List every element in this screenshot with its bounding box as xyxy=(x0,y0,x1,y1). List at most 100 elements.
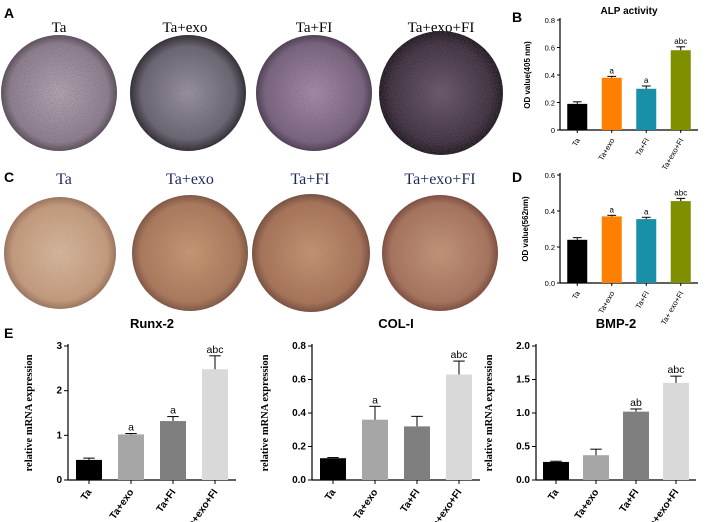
well-c-ta-fi-texture xyxy=(252,194,370,312)
well-c-ta-texture xyxy=(4,197,116,309)
well-label-a-ta: Ta xyxy=(52,20,67,36)
well-a-ta-fi-texture xyxy=(256,35,372,151)
chart-b-xtick-label: Ta+FI xyxy=(634,137,651,158)
chart-b-ylabel: OD value(405 nm) xyxy=(523,41,532,109)
chart-e2-xtick-label: Ta+FI xyxy=(399,487,423,515)
well-label-c-ta-exo: Ta+exo xyxy=(166,171,214,188)
chart-e2-xtick-label: Ta xyxy=(323,487,339,503)
chart-e1-annotation: a xyxy=(128,422,134,434)
chart-e3-bar xyxy=(543,461,569,480)
chart-e3-bar xyxy=(623,411,649,480)
well-label-a-ta-exo-fi: Ta+exo+FI xyxy=(408,20,475,36)
chart-b-xtick-label: Ta+exo+FI xyxy=(660,137,686,172)
chart-e1-annotation: a xyxy=(170,405,176,417)
panel-c-wells: Ta Ta+exo Ta+FI Ta+exo+FI xyxy=(4,171,498,312)
well-a-ta-exo-fi-texture xyxy=(379,31,503,155)
chart-e2-ylabel: relative mRNA expression xyxy=(260,354,271,471)
chart-b-xtick-label: Ta xyxy=(570,136,582,148)
chart-e1-ytick-label: 0 xyxy=(56,475,62,486)
chart-d-ytick-label: 0.0 xyxy=(545,279,555,288)
well-label-c-ta-exo-fi: Ta+exo+FI xyxy=(404,171,475,188)
chart-e1-xtick-label: Ta xyxy=(79,487,95,503)
chart-e3-xtick-label: Ta+exo+FI xyxy=(644,487,681,522)
chart-e3-ytick-label: 0.5 xyxy=(516,442,530,453)
well-a-ta-texture xyxy=(1,35,117,151)
chart-e2-title: COL-I xyxy=(378,316,413,331)
chart-e2-ytick-label: 0.0 xyxy=(292,475,306,486)
chart-e2-bar xyxy=(404,426,430,480)
chart-e3-ytick-label: 0.0 xyxy=(516,475,530,486)
chart-b-bar xyxy=(567,103,588,130)
chart-b-bar xyxy=(636,88,657,130)
chart-d-annotation: a xyxy=(644,207,649,216)
well-label-c-ta: Ta xyxy=(56,171,72,188)
well-a-ta-exo-texture xyxy=(130,35,246,151)
chart-b-xtick-label: Ta+exo xyxy=(596,137,616,163)
chart-b-ytick-label: 0.8 xyxy=(545,16,555,25)
chart-e-col1: COL-I relative mRNA expression 0.0 0.2 0.4 0.… xyxy=(260,316,480,522)
chart-e2-xtick-label: Ta+exo xyxy=(352,487,381,521)
chart-d-annotation: a xyxy=(610,205,615,214)
chart-e3-ytick-label: 2.0 xyxy=(516,341,530,352)
chart-b-alp-activity: ALP activity OD value(405 nm) 0 0.2 0.4 0.6 0.… xyxy=(523,6,698,172)
chart-e2-bar xyxy=(362,419,388,480)
chart-b-ytick-label: 0.4 xyxy=(545,71,555,80)
chart-e2-annotation: abc xyxy=(451,349,468,361)
chart-d-bar xyxy=(567,239,588,283)
chart-e1-bar xyxy=(76,459,102,480)
chart-e3-annotation: abc xyxy=(668,364,685,376)
chart-e1-ytick-label: 2 xyxy=(56,386,62,397)
chart-e3-bar xyxy=(663,382,689,480)
chart-e1-bar xyxy=(202,369,228,480)
chart-e3-ylabel: relative mRNA expression xyxy=(484,354,495,471)
chart-e-bmp2: BMP-2 relative mRNA expression 0.0 0.5 1.0 1.… xyxy=(484,316,696,522)
chart-d-annotation: abc xyxy=(674,188,687,197)
chart-e2-annotation: a xyxy=(372,394,378,406)
chart-e3-xtick-label: Ta+exo xyxy=(573,487,602,521)
chart-b-bar xyxy=(601,77,622,130)
chart-d-xtick-label: Ta+exo xyxy=(596,290,616,316)
chart-b-annotation: a xyxy=(644,76,649,85)
chart-e1-ylabel: relative mRNA expression xyxy=(24,354,35,471)
chart-e3-title: BMP-2 xyxy=(596,316,636,331)
chart-d-xtick-label: Ta+ exo+FI xyxy=(659,290,686,327)
panel-a-wells: Ta Ta+exo Ta+FI Ta+exo+FI xyxy=(1,20,503,155)
chart-e1-title: Runx-2 xyxy=(130,316,174,331)
chart-e1-bar xyxy=(118,434,144,480)
chart-b-ytick-label: 0.6 xyxy=(545,44,555,53)
chart-e1-ytick-label: 1 xyxy=(56,430,62,441)
chart-e2-xtick-label: Ta+exo+FI xyxy=(427,487,464,522)
panel-letter-e: E xyxy=(4,325,13,341)
chart-d-ytick-label: 0.6 xyxy=(545,171,555,180)
chart-e3-annotation: ab xyxy=(630,397,642,409)
chart-e2-bar xyxy=(320,458,346,480)
chart-e1-bar xyxy=(160,421,186,480)
well-label-c-ta-fi: Ta+FI xyxy=(290,171,329,188)
chart-e3-ytick-label: 1.0 xyxy=(516,408,530,419)
well-c-ta-exo-texture xyxy=(132,195,248,311)
panel-letter-a: A xyxy=(4,5,14,21)
panel-letter-d: D xyxy=(512,169,522,185)
chart-d-xtick-label: Ta xyxy=(570,289,582,301)
chart-e1-xtick-label: Ta+exo xyxy=(108,487,137,521)
chart-e1-annotation: abc xyxy=(207,344,224,356)
panel-letter-c: C xyxy=(4,169,14,185)
chart-d-ytick-label: 0.4 xyxy=(545,207,555,216)
well-label-a-ta-exo: Ta+exo xyxy=(163,20,208,36)
chart-e2-ytick-label: 0.4 xyxy=(292,408,306,419)
chart-b-title: ALP activity xyxy=(600,6,657,17)
chart-e3-ytick-label: 1.5 xyxy=(516,375,530,386)
chart-d-od-562: OD value(562nm) 0.0 0.2 0.4 0.6 Ta a Ta+exo a Ta+… xyxy=(521,171,698,327)
chart-e1-ytick-label: 3 xyxy=(56,341,62,352)
chart-d-xtick-label: Ta+FI xyxy=(634,290,651,311)
chart-e-runx2: Runx-2 relative mRNA expression 0 1 2 3 Ta a Ta+… xyxy=(24,316,236,522)
chart-d-ytick-label: 0.2 xyxy=(545,243,555,252)
chart-e3-bar xyxy=(583,455,609,480)
chart-d-ylabel: OD value(562nm) xyxy=(521,196,530,262)
chart-e3-xtick-label: Ta xyxy=(546,487,562,503)
chart-d-bar xyxy=(636,219,657,283)
chart-b-bar xyxy=(670,50,691,130)
panel-letter-b: B xyxy=(512,9,522,25)
chart-e2-ytick-label: 0.6 xyxy=(292,375,306,386)
